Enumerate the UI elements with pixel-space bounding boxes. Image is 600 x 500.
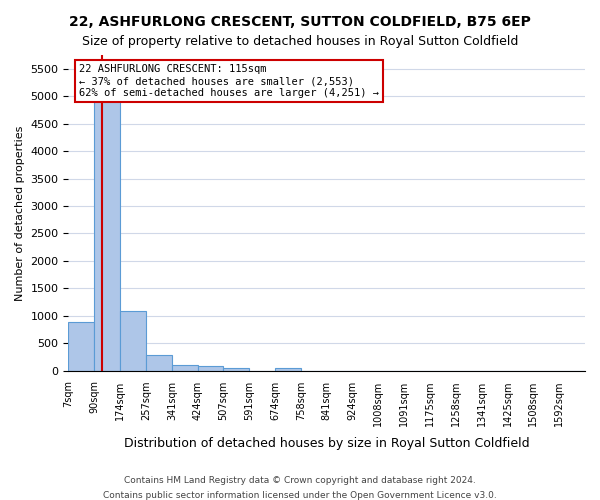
Text: Size of property relative to detached houses in Royal Sutton Coldfield: Size of property relative to detached ho… [82,35,518,48]
Text: 22, ASHFURLONG CRESCENT, SUTTON COLDFIELD, B75 6EP: 22, ASHFURLONG CRESCENT, SUTTON COLDFIEL… [69,15,531,29]
Bar [275,368,301,370]
X-axis label: Distribution of detached houses by size in Royal Sutton Coldfield: Distribution of detached houses by size … [124,437,530,450]
Y-axis label: Number of detached properties: Number of detached properties [15,125,25,300]
Text: Contains public sector information licensed under the Open Government Licence v3: Contains public sector information licen… [103,491,497,500]
Bar [94,68,120,370]
Bar [197,366,223,370]
Bar [68,322,94,370]
Bar [146,354,172,370]
Bar [223,368,249,370]
Bar [172,365,197,370]
Bar [120,312,146,370]
Text: Contains HM Land Registry data © Crown copyright and database right 2024.: Contains HM Land Registry data © Crown c… [124,476,476,485]
Text: 22 ASHFURLONG CRESCENT: 115sqm
← 37% of detached houses are smaller (2,553)
62% : 22 ASHFURLONG CRESCENT: 115sqm ← 37% of … [79,64,379,98]
